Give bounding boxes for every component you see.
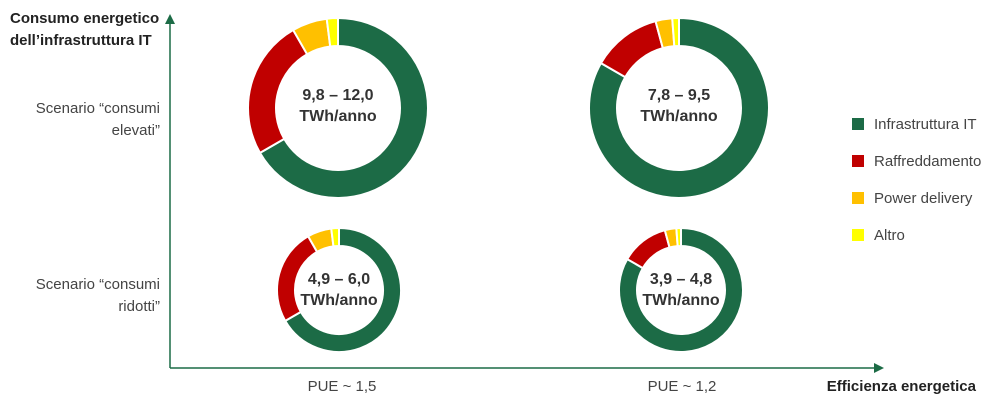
legend-item-infrastruttura-it: Infrastruttura IT [852,113,977,135]
legend-swatch [852,118,864,130]
legend-swatch [852,155,864,167]
legend-label: Raffreddamento [874,152,982,170]
donut-slice-altro [675,226,682,248]
row-label-low: Scenario “consumi ridotti” [35,276,160,315]
donut-unit: TWh/anno [642,292,720,309]
donut-center-label: 7,8 – 9,5 TWh/anno [614,85,744,127]
donut-slice-altro [330,226,340,248]
column-label-pue-1-2: PUE ~ 1,2 [647,378,717,395]
y-axis-title: Consumo energetico dell’infrastruttura I… [10,10,160,49]
donut-slice-raffreddamento [625,228,671,270]
donut-unit: TWh/anno [300,292,378,309]
donut-slice-infrastruttura-it [283,226,402,353]
donut-slice-infrastruttura-it [588,16,770,199]
donut-slice-altro [325,16,339,48]
x-axis-title: Efficienza energetica [826,378,976,395]
legend-label: Power delivery [874,189,973,207]
donut-value-range: 4,9 – 6,0 [307,271,371,288]
legend-item-altro: Altro [852,224,905,246]
row-label-high: Scenario “consumi elevati” [35,100,160,139]
legend-item-raffreddamento: Raffreddamento [852,150,981,172]
legend-label: Altro [874,226,905,244]
legend-swatch [852,229,864,241]
legend-label: Infrastruttura IT [874,115,977,133]
donut-unit: TWh/anno [640,108,718,125]
donut-slice-infrastruttura-it [258,16,429,199]
legend-swatch [852,192,864,204]
donut-slice-raffreddamento [599,19,665,79]
donut-group [247,16,770,353]
donut-value-range: 9,8 – 12,0 [302,87,374,104]
donut-center-label: 3,9 – 4,8 TWh/anno [616,269,746,311]
donut-center-label: 9,8 – 12,0 TWh/anno [273,85,403,127]
legend-item-power-delivery: Power delivery [852,187,972,209]
donut-slice-altro [671,16,680,48]
donut-unit: TWh/anno [299,108,377,125]
donut-center-label: 4,9 – 6,0 TWh/anno [274,269,404,311]
donut-slice-infrastruttura-it [618,226,744,353]
column-label-pue-1-5: PUE ~ 1,5 [307,378,377,395]
donut-value-range: 7,8 – 9,5 [647,87,711,104]
donut-value-range: 3,9 – 4,8 [649,271,713,288]
